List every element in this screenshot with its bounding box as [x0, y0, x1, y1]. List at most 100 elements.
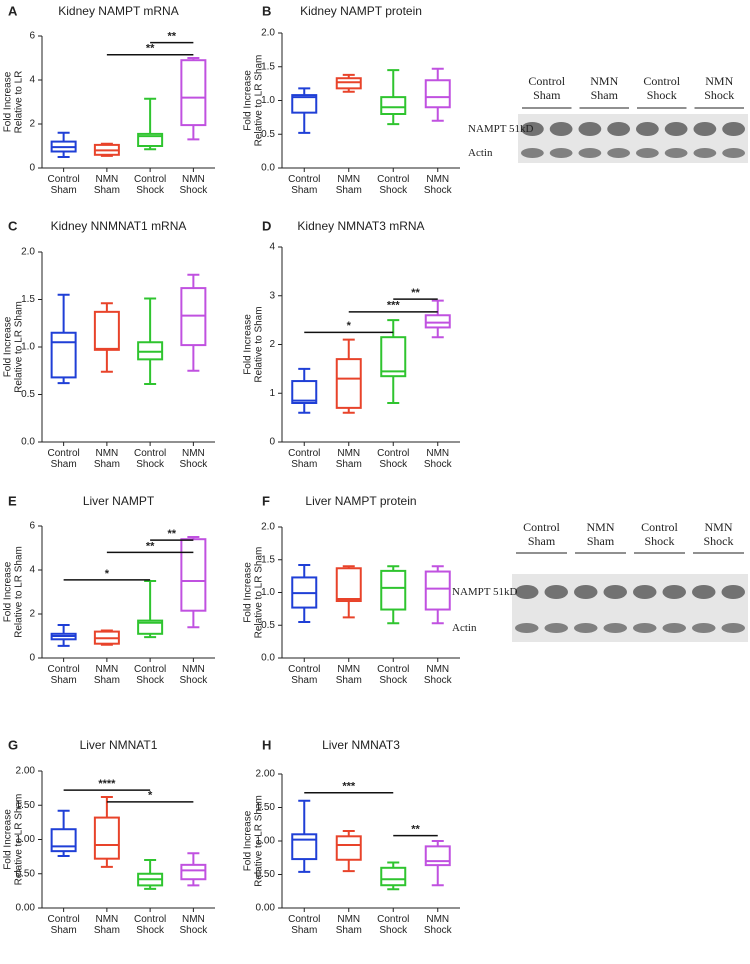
- whisker-high: [187, 273, 200, 289]
- whisker-low: [431, 327, 444, 339]
- row-label: NAMPT 51kD: [468, 123, 534, 135]
- whisker-low: [187, 345, 200, 372]
- whisker-high: [298, 799, 311, 835]
- y-axis-label: Relative to LR Sham: [254, 795, 265, 887]
- blot-band: [664, 148, 688, 158]
- whisker-low: [187, 610, 200, 629]
- box: [335, 835, 362, 861]
- box: [424, 570, 451, 611]
- row-label: NAMPT 51kD: [452, 586, 518, 598]
- whisker-high: [100, 302, 113, 312]
- blot-band: [692, 623, 716, 633]
- whisker-low: [298, 112, 311, 134]
- blot-band: [693, 148, 717, 158]
- significance-label: **: [146, 43, 155, 55]
- chart-title: Kidney NAMPT protein: [300, 4, 422, 18]
- whisker-high: [431, 299, 444, 316]
- blot-band: [662, 623, 686, 633]
- blot-band: [633, 585, 657, 599]
- y-tick-label: 1.00: [16, 834, 36, 845]
- blot-band: [603, 623, 627, 633]
- x-tick-label: NMN Sham: [93, 174, 120, 196]
- lane-label: NMN Sham: [586, 520, 615, 548]
- y-axis-label: Relative to LR Sham: [254, 547, 265, 639]
- blot-band: [521, 148, 544, 158]
- significance-label: ****: [98, 778, 116, 790]
- box: [180, 863, 207, 881]
- lane-label: Control Shock: [641, 520, 678, 548]
- whisker-high: [298, 563, 311, 578]
- box: [50, 828, 77, 853]
- box: [180, 59, 207, 127]
- box: [380, 569, 407, 611]
- y-tick-label: 2.0: [261, 522, 275, 533]
- box: [335, 77, 362, 90]
- x-tick-label: Control Sham: [47, 174, 80, 196]
- y-tick-label: 2.00: [16, 766, 36, 777]
- x-tick-label: NMN Shock: [423, 174, 452, 196]
- y-tick-label: 0.00: [16, 903, 36, 914]
- box: [93, 310, 120, 351]
- lane-label: Control Sham: [523, 520, 560, 548]
- whisker-high: [387, 319, 400, 338]
- blot-band: [636, 122, 659, 136]
- chart-title: Liver NMNAT1: [80, 738, 158, 752]
- significance-label: *: [148, 790, 153, 802]
- y-tick-label: 6: [29, 521, 35, 532]
- blot-band: [515, 585, 539, 599]
- x-tick-label: Control Shock: [134, 664, 167, 686]
- x-tick-label: NMN Shock: [179, 174, 208, 196]
- whisker-high: [298, 367, 311, 382]
- whisker-low: [100, 858, 113, 868]
- x-tick-label: Control Shock: [377, 448, 410, 470]
- blot-band: [549, 122, 573, 136]
- y-tick-label: 1.5: [261, 554, 275, 565]
- y-tick-label: 4: [269, 242, 275, 253]
- box: [380, 336, 407, 378]
- y-tick-label: 2.00: [256, 769, 276, 780]
- x-tick-label: Control Shock: [134, 174, 167, 196]
- box: [137, 619, 164, 635]
- whisker-high: [387, 69, 400, 98]
- y-tick-label: 2: [29, 119, 35, 130]
- y-tick-label: 1.5: [261, 61, 275, 72]
- y-tick-label: 4: [29, 565, 35, 576]
- blot-band: [607, 148, 630, 158]
- blot-band: [636, 148, 659, 158]
- blot-band: [521, 122, 544, 136]
- y-axis-label: Fold Increase: [243, 562, 254, 623]
- box: [291, 94, 318, 114]
- whisker-high: [57, 809, 70, 830]
- whisker-low: [431, 609, 444, 625]
- whisker-low: [298, 859, 311, 873]
- significance-label: **: [167, 31, 176, 43]
- y-tick-label: 6: [29, 31, 35, 42]
- y-tick-label: 0: [269, 437, 275, 448]
- panel-label: D: [262, 218, 271, 233]
- x-tick-label: NMN Shock: [179, 448, 208, 470]
- whisker-low: [298, 403, 311, 414]
- x-tick-label: Control Sham: [288, 664, 321, 686]
- x-tick-label: Control Shock: [377, 174, 410, 196]
- y-tick-label: 2.0: [21, 247, 35, 258]
- significance-label: ***: [387, 300, 401, 312]
- chart-title: Kidney NMNAT3 mRNA: [297, 219, 424, 233]
- lane-label: NMN Sham: [590, 74, 619, 102]
- blot-band: [664, 122, 688, 136]
- box: [380, 866, 407, 887]
- whisker-low: [431, 107, 444, 122]
- row-label: Actin: [468, 147, 493, 159]
- significance-label: **: [411, 824, 420, 836]
- y-tick-label: 1: [269, 388, 275, 399]
- y-tick-label: 1.0: [261, 587, 275, 598]
- whisker-low: [387, 376, 400, 404]
- x-tick-label: NMN Sham: [335, 174, 362, 196]
- significance-label: **: [146, 540, 155, 552]
- y-axis-label: Relative to LR Sham: [14, 301, 25, 393]
- whisker-high: [342, 338, 355, 360]
- y-tick-label: 0.00: [256, 903, 276, 914]
- x-tick-label: Control Sham: [47, 448, 80, 470]
- lane-label: Control Sham: [528, 74, 566, 102]
- x-tick-label: Control Sham: [47, 914, 80, 936]
- y-axis-label: Fold Increase: [243, 810, 254, 871]
